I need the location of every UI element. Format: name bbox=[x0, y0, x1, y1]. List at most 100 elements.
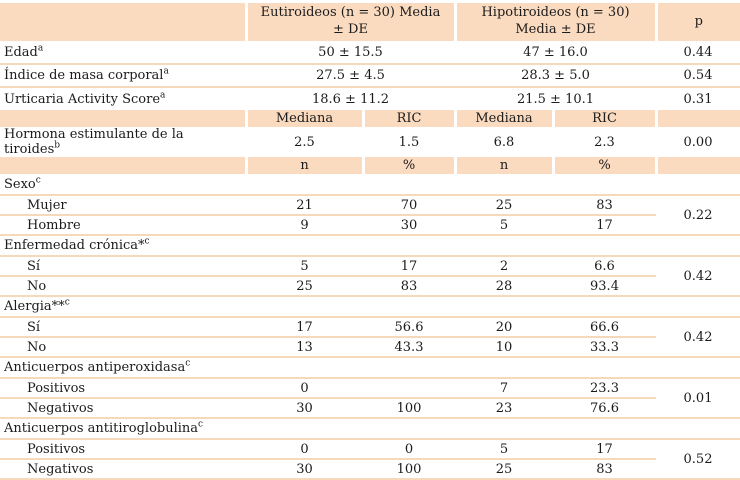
table-row-tsh: Hormona estimulante de la tiroidesb 2.5 … bbox=[0, 127, 740, 157]
category-label: Enfermedad crónica*c bbox=[0, 235, 740, 257]
category-label: Anticuerpos antiperoxidasac bbox=[0, 357, 740, 379]
table-row-imc: Índice de masa corporala 27.5 ± 4.5 28.3… bbox=[0, 64, 740, 88]
value-cell: 83 bbox=[553, 195, 656, 216]
value-cell: 25 bbox=[455, 459, 553, 480]
value-cell: 47 ± 16.0 bbox=[455, 41, 656, 65]
header-group-hipotiroideos: Hipotiroideos (n = 30) Media ± DE bbox=[453, 3, 656, 41]
table-row: No 25 83 28 93.4 bbox=[0, 276, 740, 297]
row-label-text: Hormona estimulante de la tiroides bbox=[4, 127, 184, 157]
value-cell: 2.3 bbox=[594, 134, 615, 150]
value-cell: 30 bbox=[363, 215, 455, 236]
value-cell: 25 bbox=[246, 276, 363, 297]
subheader-npct-row: n % n % bbox=[0, 157, 740, 174]
category-row-sexo: Sexoc bbox=[0, 174, 740, 196]
value-cell: 0 bbox=[246, 378, 363, 399]
category-label: Anticuerpos antitiroglobulinac bbox=[0, 418, 740, 440]
row-label: Sí bbox=[0, 256, 246, 277]
row-label: Sí bbox=[0, 317, 246, 338]
row-label: Hormona estimulante de la tiroidesb bbox=[0, 127, 246, 157]
subheader-median-row: Mediana RIC Mediana RIC bbox=[0, 110, 740, 127]
value-cell: 23 bbox=[455, 398, 553, 419]
table-row: Positivos 0 7 23.3 0.01 bbox=[0, 378, 740, 419]
row-label-text: Índice de masa corporal bbox=[4, 68, 164, 83]
value-cell: 9 bbox=[246, 215, 363, 236]
value-cell: 6.8 bbox=[493, 134, 515, 150]
value-cell: 17 bbox=[553, 439, 656, 460]
value-cell: 5 bbox=[455, 215, 553, 236]
row-label: Edada bbox=[0, 41, 246, 65]
category-label: Alergia**c bbox=[0, 296, 740, 318]
category-label: Sexoc bbox=[0, 174, 740, 196]
row-label-text: Edad bbox=[4, 44, 38, 60]
value-cell: 56.6 bbox=[363, 317, 455, 338]
footnote-marker: c bbox=[64, 297, 70, 308]
table-row: Positivos 0 0 5 17 0.52 bbox=[0, 439, 740, 480]
subheader-cell: RIC bbox=[361, 110, 455, 127]
value-cell: 1.5 bbox=[398, 134, 420, 150]
value-cell: 23.3 bbox=[553, 378, 656, 399]
footnote-marker: c bbox=[144, 236, 150, 247]
value-cell: 10 bbox=[455, 337, 553, 358]
row-label: Mujer bbox=[0, 195, 246, 216]
p-value-cell: 0.31 bbox=[683, 91, 713, 107]
p-value-cell: 0.44 bbox=[656, 41, 740, 65]
p-value-cell: 0.42 bbox=[656, 256, 740, 297]
table-row: No 13 43.3 10 33.3 bbox=[0, 337, 740, 358]
value-cell: 5 bbox=[246, 256, 363, 277]
category-row-enfermedad-cronica: Enfermedad crónica*c bbox=[0, 235, 740, 257]
row-label-text: Urticaria Activity Score bbox=[4, 91, 161, 107]
row-label: No bbox=[0, 337, 246, 358]
value-cell: 30 bbox=[246, 459, 363, 480]
row-label: Hombre bbox=[0, 215, 246, 236]
row-label: Negativos bbox=[0, 459, 246, 480]
table-row: Sí 5 17 2 6.6 0.42 bbox=[0, 256, 740, 297]
value-cell: 17 bbox=[246, 317, 363, 338]
table-row: Negativos 30 100 25 83 bbox=[0, 459, 740, 480]
footnote-marker: a bbox=[37, 43, 44, 54]
p-value-cell: 0.52 bbox=[656, 439, 740, 480]
p-value-cell: 0.54 bbox=[656, 64, 740, 88]
table-row: Sí 17 56.6 20 66.6 0.42 bbox=[0, 317, 740, 358]
table-row: Negativos 30 100 23 76.6 bbox=[0, 398, 740, 419]
value-cell: 2 bbox=[455, 256, 553, 277]
value-cell: 21.5 ± 10.1 bbox=[516, 91, 595, 107]
value-cell: 100 bbox=[363, 398, 455, 419]
row-label: Urticaria Activity Scorea bbox=[0, 87, 246, 110]
value-cell: 6.6 bbox=[553, 256, 656, 277]
value-cell: 17 bbox=[553, 215, 656, 236]
header-empty-cell bbox=[0, 3, 246, 41]
value-cell: 20 bbox=[455, 317, 553, 338]
row-label: No bbox=[0, 276, 246, 297]
category-label-text: Anticuerpos antitiroglobulina bbox=[4, 421, 199, 436]
row-label: Índice de masa corporala bbox=[0, 64, 246, 88]
subheader-cell: Mediana bbox=[453, 110, 553, 127]
value-cell bbox=[363, 378, 455, 399]
row-label: Positivos bbox=[0, 439, 246, 460]
footnote-marker: a bbox=[160, 90, 166, 101]
subheader-cell: Mediana bbox=[244, 110, 363, 127]
value-cell: 5 bbox=[455, 439, 553, 460]
value-cell: 18.6 ± 11.2 bbox=[311, 91, 390, 107]
value-cell: 21 bbox=[246, 195, 363, 216]
value-cell: 93.4 bbox=[553, 276, 656, 297]
value-cell: 25 bbox=[455, 195, 553, 216]
table-row: Hombre 9 30 5 17 bbox=[0, 215, 740, 236]
value-cell: 13 bbox=[246, 337, 363, 358]
category-label-text: Alergia** bbox=[4, 299, 65, 314]
value-cell: 0 bbox=[246, 439, 363, 460]
value-cell: 83 bbox=[553, 459, 656, 480]
value-cell: 28.3 ± 5.0 bbox=[455, 64, 656, 88]
table-header-row: Eutiroideos (n = 30) Media ± DE Hipotiro… bbox=[0, 3, 740, 41]
subheader-cell: n bbox=[453, 157, 553, 174]
subheader-empty-p-cell bbox=[654, 110, 740, 127]
footnote-marker: c bbox=[185, 358, 191, 369]
subheader-empty-p-cell bbox=[654, 157, 740, 174]
row-label: Negativos bbox=[0, 398, 246, 419]
value-cell: 100 bbox=[363, 459, 455, 480]
category-row-antitiroglobulina: Anticuerpos antitiroglobulinac bbox=[0, 418, 740, 440]
value-cell: 50 ± 15.5 bbox=[246, 41, 455, 65]
value-cell: 76.6 bbox=[553, 398, 656, 419]
subheader-empty-cell bbox=[0, 110, 246, 127]
footnote-marker: c bbox=[198, 419, 204, 430]
category-label-text: Enfermedad crónica* bbox=[4, 238, 145, 253]
